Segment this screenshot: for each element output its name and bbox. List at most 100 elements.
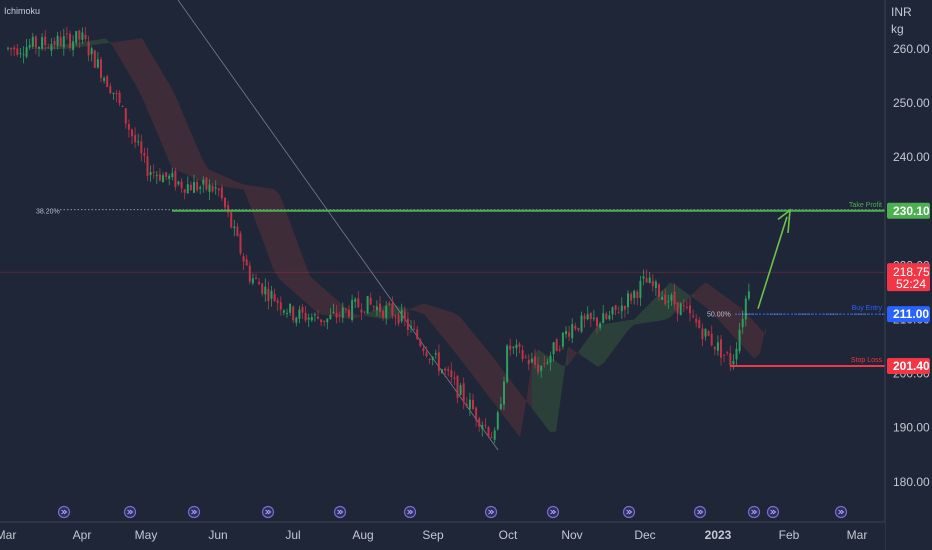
event-marker-icon[interactable] <box>484 505 498 519</box>
cloud-segment <box>556 361 562 432</box>
x-tick-label: Oct <box>499 528 518 542</box>
candle-body <box>267 288 270 302</box>
candle-body <box>732 360 735 365</box>
candle-body <box>431 356 434 361</box>
candle-body <box>382 310 385 318</box>
cloud-segment <box>274 189 280 280</box>
candle-body <box>196 181 199 191</box>
candle-body <box>127 123 130 130</box>
stop-loss-tag-text: 201.40 <box>893 359 930 373</box>
cloud-segment <box>232 179 238 189</box>
event-marker-icon[interactable] <box>622 505 636 519</box>
candle-body <box>65 33 68 35</box>
candle-body <box>465 403 468 407</box>
candle-body <box>441 369 443 373</box>
candle-body <box>255 277 257 279</box>
event-marker-icon[interactable] <box>187 505 201 519</box>
candle-body <box>651 280 654 286</box>
candle-body <box>602 313 605 324</box>
candle-body <box>171 172 174 178</box>
candle-body <box>193 182 195 193</box>
cloud-segment <box>700 282 706 308</box>
candle-body <box>664 294 667 305</box>
candle-body <box>428 358 431 360</box>
event-marker-icon[interactable] <box>123 505 137 519</box>
cloud-segment <box>442 309 448 344</box>
candle-body <box>155 175 158 177</box>
event-marker-icon[interactable] <box>403 505 417 519</box>
x-tick-label: Aug <box>352 528 373 542</box>
cloud-segment <box>478 338 484 391</box>
trendline <box>177 0 499 451</box>
stop-loss-tag <box>887 358 930 375</box>
cloud-segment <box>634 313 640 325</box>
candle-body <box>183 189 186 193</box>
candle-body <box>220 187 223 199</box>
candle-body <box>434 353 437 355</box>
current-price-tag <box>887 263 930 292</box>
candle-body <box>363 311 366 313</box>
candle-body <box>360 309 363 313</box>
event-marker-icon[interactable] <box>834 505 848 519</box>
cloud-segment <box>598 324 604 367</box>
candle-body <box>685 306 688 308</box>
current-price-countdown: 52:24 <box>896 277 926 291</box>
event-marker-icon[interactable] <box>57 505 71 519</box>
cloud-segment <box>184 115 190 177</box>
cloud-segment <box>604 323 610 363</box>
candle-body <box>177 181 180 185</box>
cloud-segment <box>658 288 664 322</box>
event-marker-icon[interactable] <box>747 505 761 519</box>
candle-body <box>84 34 87 40</box>
candle-body <box>118 92 121 104</box>
cloud-segment <box>610 322 616 355</box>
candle-body <box>484 424 487 426</box>
indicator-label[interactable]: Ichimoku <box>4 6 41 16</box>
buy-entry-tag-text: 211.00 <box>893 307 929 321</box>
candle-body <box>487 427 490 437</box>
take-profit-tag-text: 230.10 <box>893 204 930 218</box>
candle-body <box>10 48 13 50</box>
cloud-segment <box>730 299 736 339</box>
candle-body <box>450 370 453 377</box>
candle-body <box>168 175 171 179</box>
candle-body <box>400 310 403 322</box>
candle-body <box>295 317 298 323</box>
candle-body <box>385 305 388 318</box>
candle-body <box>248 265 251 282</box>
candle-body <box>515 344 518 349</box>
x-tick-label: Dec <box>634 528 655 542</box>
cloud-segment <box>544 353 550 432</box>
cloud-segment <box>526 360 532 409</box>
candle-body <box>738 329 741 352</box>
candle-body <box>109 86 112 94</box>
candle-body <box>239 233 242 254</box>
cloud-segment <box>454 312 460 359</box>
event-marker-icon[interactable] <box>693 505 707 519</box>
candle-body <box>245 259 248 266</box>
cloud-segment <box>484 346 490 398</box>
candle-body <box>78 30 81 40</box>
cloud-segment <box>268 188 274 271</box>
cloud-segment <box>616 321 622 347</box>
candle-body <box>329 314 332 319</box>
candle-body <box>518 343 521 347</box>
candle-body <box>571 324 574 339</box>
cloud-segment <box>190 130 196 179</box>
candle-body <box>233 226 236 229</box>
event-marker-icon[interactable] <box>261 505 275 519</box>
cloud-segment <box>460 316 466 367</box>
candle-body <box>224 197 226 208</box>
unit-label: kg <box>891 22 904 36</box>
projection-arrowhead <box>777 208 791 234</box>
candle-body <box>375 306 378 311</box>
event-marker-icon[interactable] <box>546 505 560 519</box>
event-marker-icon[interactable] <box>333 505 347 519</box>
event-marker-icon[interactable] <box>766 505 780 519</box>
candle-body <box>227 205 230 213</box>
y-tick-label: 250.00 <box>893 96 930 110</box>
candle-body <box>735 348 738 360</box>
price-axis: INRkg260.00250.00240.00230.00220.00210.0… <box>884 0 932 550</box>
candle-body <box>617 312 620 314</box>
